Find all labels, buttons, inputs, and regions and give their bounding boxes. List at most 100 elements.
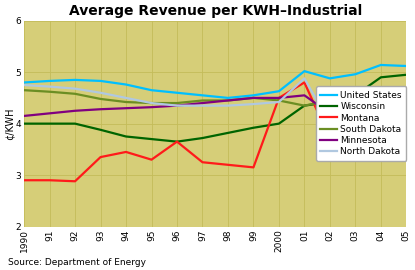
South Dakota — [378, 91, 383, 94]
South Dakota — [251, 96, 256, 100]
Montana — [124, 150, 129, 154]
Wisconsin — [149, 137, 154, 141]
United States — [353, 73, 358, 76]
United States — [124, 83, 129, 86]
Montana — [98, 156, 103, 159]
Minnesota — [149, 106, 154, 109]
Minnesota — [174, 104, 179, 107]
United States — [327, 77, 332, 80]
Montana — [22, 179, 27, 182]
Montana — [302, 81, 307, 84]
North Dakota — [276, 100, 281, 104]
Wisconsin — [47, 122, 52, 125]
North Dakota — [225, 104, 230, 107]
South Dakota — [353, 96, 358, 100]
North Dakota — [404, 118, 409, 121]
South Dakota — [327, 99, 332, 102]
North Dakota — [98, 91, 103, 94]
United States — [174, 91, 179, 94]
South Dakota — [98, 97, 103, 100]
Wisconsin — [353, 94, 358, 97]
South Dakota — [302, 104, 307, 107]
South Dakota — [149, 102, 154, 105]
South Dakota — [47, 90, 52, 93]
Montana — [276, 96, 281, 100]
South Dakota — [276, 99, 281, 102]
South Dakota — [174, 102, 179, 105]
Wisconsin — [200, 136, 205, 140]
Montana — [73, 180, 78, 183]
North Dakota — [327, 122, 332, 125]
North Dakota — [47, 85, 52, 88]
North Dakota — [378, 119, 383, 123]
Line: Wisconsin: Wisconsin — [24, 75, 406, 142]
North Dakota — [251, 102, 256, 106]
Line: Minnesota: Minnesota — [24, 90, 406, 116]
United States — [22, 81, 27, 84]
Minnesota — [225, 99, 230, 102]
Legend: United States, Wisconsin, Montana, South Dakota, Minnesota, North Dakota: United States, Wisconsin, Montana, South… — [316, 86, 406, 161]
Minnesota — [378, 89, 383, 92]
United States — [276, 90, 281, 93]
United States — [251, 94, 256, 97]
Title: Average Revenue per KWH–Industrial: Average Revenue per KWH–Industrial — [68, 4, 362, 18]
United States — [225, 96, 230, 100]
Minnesota — [353, 104, 358, 107]
Line: North Dakota: North Dakota — [24, 78, 406, 125]
Line: South Dakota: South Dakota — [24, 90, 406, 106]
Wisconsin — [378, 76, 383, 79]
North Dakota — [200, 104, 205, 107]
Montana — [200, 161, 205, 164]
Montana — [174, 140, 179, 143]
South Dakota — [124, 100, 129, 104]
Minnesota — [302, 94, 307, 97]
Minnesota — [404, 89, 409, 92]
Minnesota — [276, 96, 281, 100]
Wisconsin — [327, 100, 332, 104]
North Dakota — [22, 83, 27, 87]
North Dakota — [149, 102, 154, 105]
Minnesota — [124, 107, 129, 110]
Wisconsin — [276, 122, 281, 125]
United States — [47, 79, 52, 83]
United States — [149, 89, 154, 92]
Line: Montana: Montana — [24, 82, 406, 181]
United States — [302, 70, 307, 73]
Montana — [225, 163, 230, 166]
Minnesota — [200, 102, 205, 105]
Minnesota — [98, 108, 103, 111]
North Dakota — [124, 96, 129, 100]
Minnesota — [327, 112, 332, 115]
South Dakota — [225, 99, 230, 102]
United States — [98, 79, 103, 83]
Wisconsin — [302, 104, 307, 107]
Montana — [47, 179, 52, 182]
South Dakota — [22, 89, 27, 92]
United States — [378, 63, 383, 67]
Minnesota — [251, 96, 256, 100]
Montana — [251, 166, 256, 169]
Wisconsin — [174, 140, 179, 143]
Minnesota — [73, 109, 78, 112]
North Dakota — [73, 87, 78, 90]
Wisconsin — [124, 135, 129, 138]
Wisconsin — [73, 122, 78, 125]
Montana — [353, 122, 358, 125]
Line: United States: United States — [24, 65, 406, 98]
Minnesota — [22, 114, 27, 117]
Wisconsin — [251, 126, 256, 129]
Montana — [404, 107, 409, 110]
Montana — [149, 158, 154, 161]
Minnesota — [47, 112, 52, 115]
North Dakota — [353, 123, 358, 126]
North Dakota — [302, 77, 307, 80]
South Dakota — [200, 99, 205, 102]
United States — [73, 78, 78, 82]
United States — [404, 64, 409, 68]
South Dakota — [404, 90, 409, 93]
Wisconsin — [404, 73, 409, 76]
North Dakota — [174, 104, 179, 107]
Wisconsin — [98, 128, 103, 131]
Montana — [327, 137, 332, 141]
United States — [200, 94, 205, 97]
